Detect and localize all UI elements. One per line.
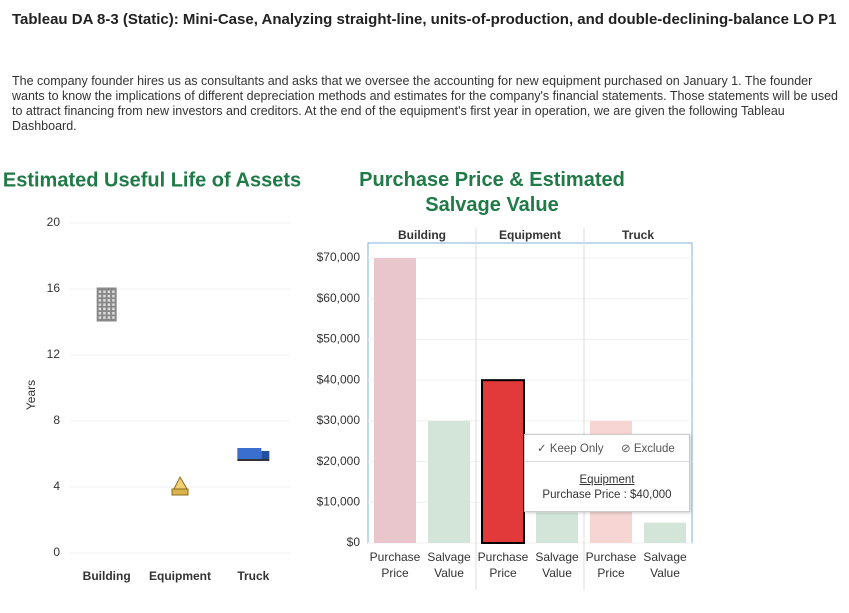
y-tick-label: 4 xyxy=(53,479,60,493)
y-tick-label: 20 xyxy=(47,215,61,229)
icon-part xyxy=(173,475,188,490)
tooltip-title: Equipment xyxy=(579,474,635,486)
icon-part xyxy=(98,290,102,293)
bar-label: Purchase Price xyxy=(585,550,637,580)
y-tick-label: $30,000 xyxy=(317,413,361,427)
y-tick-label: $10,000 xyxy=(317,494,361,508)
chart-title-line: Purchase Price & Estimated xyxy=(359,169,625,191)
icon-part xyxy=(98,316,102,319)
y-tick-label: $40,000 xyxy=(317,372,361,386)
icon-part xyxy=(112,312,115,315)
bar-label: Purchase Price xyxy=(477,550,529,580)
icon-part xyxy=(98,312,102,315)
x-tick-label: Building xyxy=(83,569,131,583)
bar xyxy=(481,379,525,544)
icon-part xyxy=(98,294,102,298)
icon-part xyxy=(237,448,262,459)
y-tick-label: $60,000 xyxy=(317,291,361,305)
icon-part xyxy=(112,290,115,293)
chart-title: Purchase Price & Estimated Salvage Value xyxy=(359,169,625,216)
exclude[interactable]: ⊘ Exclude xyxy=(621,443,675,455)
asset-icon xyxy=(171,475,189,496)
y-tick-label: $20,000 xyxy=(317,454,361,468)
category-header: Truck xyxy=(622,228,654,242)
icon-part xyxy=(107,294,111,298)
icon-part xyxy=(103,303,106,306)
icon-part xyxy=(107,316,111,319)
icon-part xyxy=(96,287,117,322)
icon-part xyxy=(107,299,111,302)
icon-part xyxy=(112,299,115,302)
asset-icon xyxy=(96,287,117,322)
bar-label: Salvage Value xyxy=(643,550,687,580)
keep-only-label[interactable]: Keep Only xyxy=(549,443,604,455)
icon-part xyxy=(112,316,115,319)
y-axis-label: Years xyxy=(24,380,38,410)
icon-part xyxy=(237,459,270,461)
y-tick-label: $50,000 xyxy=(317,332,361,346)
chart-title: Estimated Useful Life of Assets xyxy=(3,169,301,191)
icon-part xyxy=(107,312,111,315)
y-tick-label: 0 xyxy=(53,545,60,559)
bar xyxy=(644,522,686,543)
bar-label: Salvage Value xyxy=(535,550,579,580)
icon-part xyxy=(107,290,111,293)
page-title: Tableau DA 8-3 (Static): Mini-Case, Anal… xyxy=(12,11,837,28)
icon-part xyxy=(98,303,102,306)
asset-icon xyxy=(237,448,270,461)
icon-part xyxy=(261,451,270,459)
category-header: Equipment xyxy=(499,228,561,242)
x-tick-label: Truck xyxy=(237,569,269,583)
y-tick-label: 12 xyxy=(47,347,61,361)
y-tick-label: $70,000 xyxy=(317,250,361,264)
bar xyxy=(374,258,416,543)
tooltip-text: Purchase Price : $40,000 xyxy=(542,489,672,501)
intro-text: The company founder hires us as consulta… xyxy=(12,74,838,133)
separator xyxy=(525,461,689,462)
y-tick-label: 8 xyxy=(53,413,60,427)
y-tick-label: $0 xyxy=(347,535,361,549)
x-tick-label: Equipment xyxy=(149,569,211,583)
icon-part xyxy=(103,299,106,302)
icon-part xyxy=(103,316,106,319)
icon-part xyxy=(103,294,106,298)
exclude-label[interactable]: Exclude xyxy=(633,443,675,455)
icon-part xyxy=(112,307,115,311)
bar xyxy=(428,420,470,543)
keep-only[interactable]: ✓ Keep Only xyxy=(537,443,604,455)
icon-part xyxy=(103,312,106,315)
tooltip: ✓ Keep Only ⊘ Exclude Equipment Purchase… xyxy=(524,434,690,512)
icon-part xyxy=(103,307,106,311)
bar-label: Salvage Value xyxy=(427,550,471,580)
bar-label: Purchase Price xyxy=(369,550,421,580)
category-header: Building xyxy=(398,228,446,242)
chart-title-line: Salvage Value xyxy=(425,194,558,216)
icon-part xyxy=(98,307,102,311)
icon-part xyxy=(171,488,189,496)
icon-part xyxy=(103,290,106,293)
icon-part xyxy=(112,303,115,306)
icon-part xyxy=(107,303,111,306)
icon-part xyxy=(112,294,115,298)
icon-part xyxy=(98,299,102,302)
bar xyxy=(536,512,578,543)
icon-part xyxy=(107,307,111,311)
y-tick-label: 16 xyxy=(47,281,61,295)
